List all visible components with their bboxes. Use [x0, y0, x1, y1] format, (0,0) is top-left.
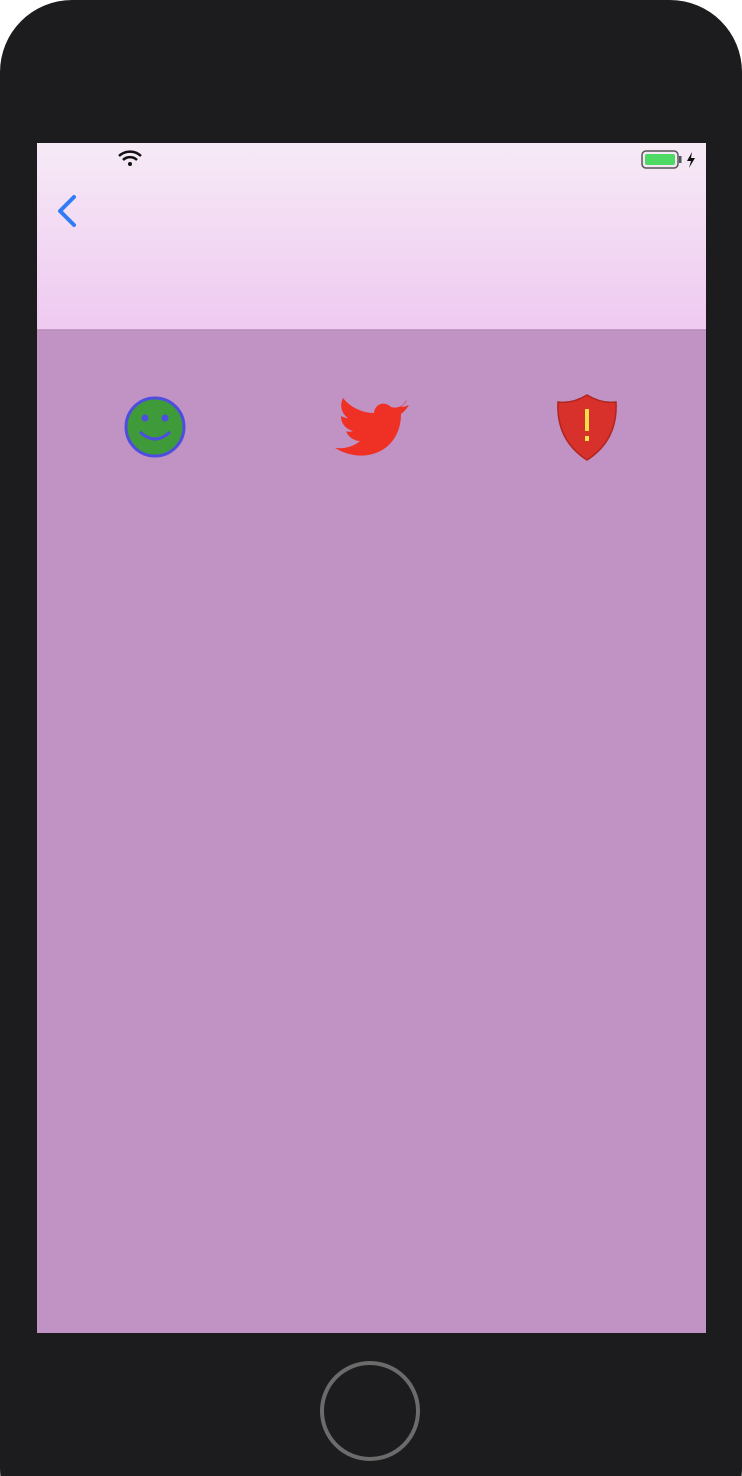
back-chevron[interactable] [58, 195, 76, 227]
screen [37, 143, 706, 1333]
smiley-icon [124, 396, 186, 458]
battery-icon [641, 150, 695, 169]
wifi-icon [118, 150, 142, 166]
twitter-icon [335, 398, 409, 456]
home-button[interactable] [320, 1361, 420, 1461]
header-background [37, 143, 706, 330]
content-background [37, 143, 706, 1333]
shield-icon [557, 394, 617, 461]
